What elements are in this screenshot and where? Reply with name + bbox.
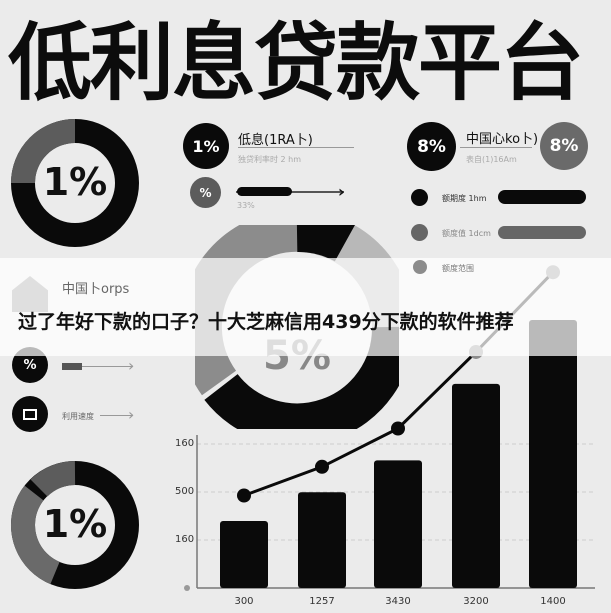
monitor-icon: [23, 408, 37, 420]
monitor-icon-badge: [12, 396, 48, 432]
bar: [452, 383, 500, 588]
legend-bar-gray: [498, 226, 586, 239]
stat1-sub: 独贷利率时 2 hm: [238, 155, 302, 164]
arrow-right-icon: ›: [128, 405, 135, 424]
progress-bar-fill: [237, 187, 292, 196]
x-tick-label: 300: [234, 596, 254, 607]
legend-label: 额期度 1hm: [442, 194, 487, 203]
stat3-sub: 表自(1)16Am: [466, 155, 517, 164]
divider: [238, 147, 354, 148]
x-tick-label: 3430: [385, 596, 411, 607]
legend-icon-black: [411, 189, 428, 206]
legend-label: 额度值 1dcm: [442, 229, 491, 238]
progress-label: 33%: [237, 201, 255, 210]
rate-badge-left: 8%: [407, 122, 456, 171]
bar: [298, 492, 346, 588]
legend-label: 额度范围: [442, 264, 474, 273]
legend-bar-black: [498, 190, 586, 204]
donut-chart-bottom: [11, 461, 139, 589]
bar: [374, 460, 422, 588]
donut-segment-gray: [11, 485, 61, 585]
y-tick-label: 160: [175, 534, 195, 545]
progress-bar-fill: [62, 363, 82, 370]
percent-icon-badge: %: [190, 177, 221, 208]
page-title: 低利息贷款平台: [8, 14, 584, 112]
y-tick-label: 160: [175, 438, 195, 449]
y-tick-label: 500: [175, 486, 195, 497]
trend-point: [391, 421, 405, 436]
rate-badge-right: 8%: [540, 122, 588, 170]
bar: [529, 320, 577, 588]
x-tick-label: 1400: [540, 596, 566, 607]
trend-point: [315, 459, 329, 474]
banner-overlay: [0, 258, 611, 356]
arrow-line: [82, 366, 132, 367]
legend-icon-gray: [411, 224, 428, 241]
donut-bottom-label: 1%: [42, 502, 108, 546]
trend-point: [237, 488, 251, 503]
x-tick-label: 1257: [309, 596, 335, 607]
bar: [220, 521, 268, 588]
donut-segment-gray: [11, 119, 76, 184]
donut-segment-black: [204, 326, 399, 429]
divider: [460, 147, 532, 148]
left-list-heading: 中国卜orps: [62, 282, 130, 297]
arrow-right-icon: ›: [338, 182, 345, 201]
donut-top-label: 1%: [42, 160, 108, 204]
x-tick-label: 3200: [463, 596, 489, 607]
axis-origin-dot: [184, 585, 190, 591]
donut-segment-top: [296, 225, 355, 262]
banner-headline: 过了年好下款的口子？十大芝麻信用439分下款的软件推荐: [18, 311, 514, 333]
donut-segment-dark-gray: [30, 461, 76, 497]
stat1-heading: 低息(1RA卜): [238, 133, 313, 148]
arrow-line: [100, 415, 132, 416]
left-list-item-label: 利用速度: [62, 412, 94, 421]
stat3-heading: 中国心ko卜): [466, 132, 539, 147]
donut-chart-top: [11, 119, 139, 247]
arrow-right-icon: ›: [128, 356, 135, 375]
rate-badge: 1%: [183, 123, 229, 169]
legend-icon-light: [413, 260, 427, 274]
